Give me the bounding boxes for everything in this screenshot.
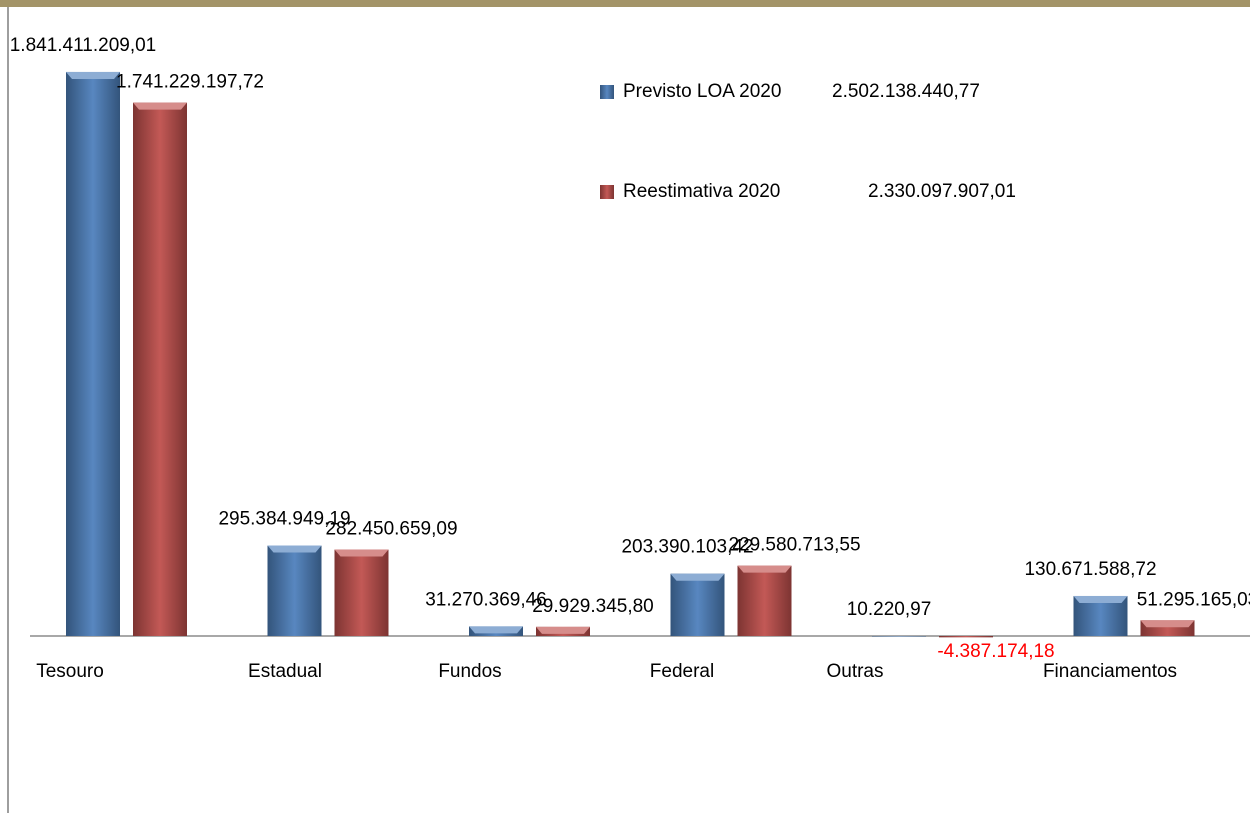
bar bbox=[133, 102, 187, 636]
bar-bevel bbox=[1140, 620, 1195, 628]
bar bbox=[469, 626, 523, 636]
bar bbox=[66, 71, 120, 637]
data-label: 203.390.103,42 bbox=[621, 537, 753, 558]
x-tick-label: Financiamentos bbox=[1043, 661, 1177, 682]
bar-body bbox=[334, 549, 389, 636]
bar-body bbox=[670, 573, 725, 636]
data-label: 229.580.713,55 bbox=[728, 535, 860, 556]
bar-bevel bbox=[670, 573, 725, 581]
bar-body bbox=[872, 635, 926, 637]
bar-bevel bbox=[267, 545, 322, 553]
legend-swatch bbox=[600, 85, 614, 99]
data-label: 10.220,97 bbox=[847, 599, 932, 620]
data-label: 130.671.588,72 bbox=[1024, 559, 1156, 580]
bar-bevel bbox=[536, 626, 590, 634]
bar-body bbox=[939, 636, 993, 638]
x-tick-label: Fundos bbox=[438, 661, 501, 682]
bar-body bbox=[737, 565, 792, 636]
top-border bbox=[0, 0, 1250, 7]
x-tick-label: Estadual bbox=[248, 661, 322, 682]
bar bbox=[1073, 595, 1128, 636]
data-label: 31.270.369,46 bbox=[425, 589, 547, 610]
x-tick-label: Tesouro bbox=[36, 661, 104, 682]
legend-label: Reestimativa 2020 bbox=[623, 181, 780, 202]
bar bbox=[267, 545, 322, 636]
data-label: 1.741.229.197,72 bbox=[116, 72, 264, 93]
bar bbox=[334, 549, 389, 636]
bar bbox=[670, 573, 725, 636]
legend-total: 2.502.138.440,77 bbox=[832, 81, 980, 102]
legend-swatch bbox=[600, 185, 614, 199]
bar-body bbox=[133, 102, 187, 636]
x-tick-label: Outras bbox=[826, 661, 883, 682]
x-tick-label: Federal bbox=[650, 661, 714, 682]
data-label: 1.841.411.209,01 bbox=[10, 35, 157, 56]
bar-bevel bbox=[737, 565, 792, 573]
bar-bevel bbox=[66, 71, 120, 79]
data-label: 51.295.165,03 bbox=[1137, 589, 1250, 610]
bar bbox=[536, 626, 590, 636]
data-label: 295.384.949,19 bbox=[218, 509, 350, 530]
bar bbox=[939, 636, 993, 638]
bar-bevel bbox=[334, 549, 389, 557]
legend-total: 2.330.097.907,01 bbox=[868, 181, 1016, 202]
bar-body bbox=[66, 71, 120, 637]
data-label: -4.387.174,18 bbox=[937, 641, 1054, 662]
bar-bevel bbox=[1073, 595, 1128, 603]
bar bbox=[1140, 620, 1195, 636]
bar bbox=[872, 635, 926, 637]
bar-bevel bbox=[469, 626, 523, 634]
legend-label: Previsto LOA 2020 bbox=[623, 81, 781, 102]
bar-body bbox=[267, 545, 322, 636]
bar bbox=[737, 565, 792, 636]
data-label: 29.929.345,80 bbox=[532, 596, 654, 617]
bar-bevel bbox=[133, 102, 187, 110]
data-label: 282.450.659,09 bbox=[325, 518, 457, 539]
